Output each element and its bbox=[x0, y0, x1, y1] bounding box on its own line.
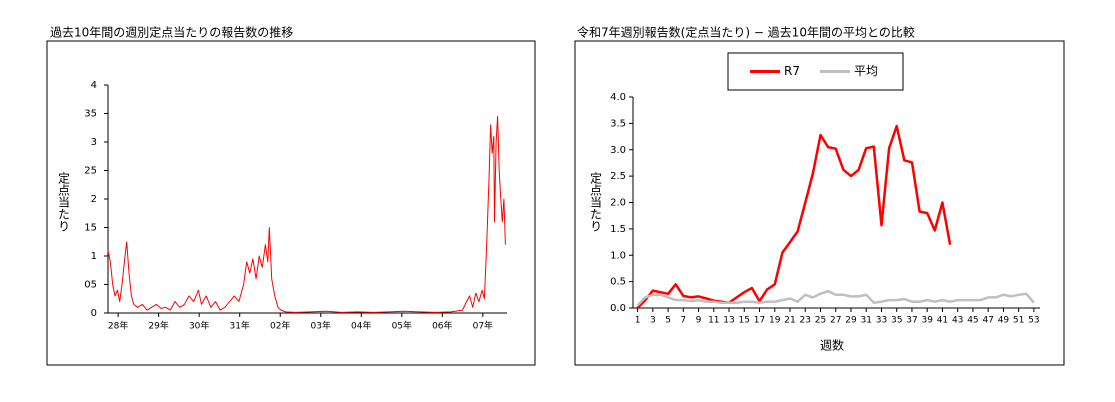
x-tick-label: 13 bbox=[723, 316, 734, 326]
x-tick-label: 05年 bbox=[392, 320, 412, 332]
x-tick-label: 35 bbox=[891, 316, 902, 326]
y-axis-title: 定点当たり bbox=[589, 171, 603, 232]
chart-title: 令和7年週別報告数(定点当たり) − 過去10年間の平均との比較 bbox=[577, 25, 915, 40]
y-tick-label: 05 bbox=[84, 280, 97, 291]
y-tick-label: 4 bbox=[91, 80, 97, 91]
x-tick-label: 45 bbox=[967, 316, 978, 326]
data-line bbox=[636, 289, 1035, 307]
chart-frame bbox=[574, 40, 1065, 366]
x-tick-label: 33 bbox=[876, 316, 887, 326]
x-tick-label: 41 bbox=[937, 316, 948, 326]
x-tick-label: 11 bbox=[708, 316, 719, 326]
y-tick-label: 15 bbox=[84, 223, 97, 234]
x-tick-label: 07年 bbox=[473, 320, 493, 332]
x-tick-label: 17 bbox=[754, 316, 765, 326]
chart-frame bbox=[46, 40, 536, 366]
x-tick-label: 21 bbox=[784, 316, 795, 326]
x-tick-label: 29年 bbox=[148, 320, 168, 332]
y-tick-label: 1.0 bbox=[610, 250, 626, 261]
x-tick-label: 31 bbox=[860, 316, 871, 326]
x-tick-label: 30年 bbox=[189, 320, 209, 332]
y-tick-label: 2.0 bbox=[610, 198, 626, 209]
data-line bbox=[636, 124, 952, 309]
y-tick-label: 0 bbox=[91, 308, 97, 319]
x-axis-title: 週数 bbox=[820, 338, 844, 353]
y-tick-label: 4.0 bbox=[610, 92, 626, 103]
x-tick-label: 9 bbox=[696, 316, 702, 326]
y-tick-label: 0.5 bbox=[610, 277, 626, 288]
x-tick-label: 7 bbox=[680, 316, 686, 326]
x-tick-label: 1 bbox=[635, 316, 641, 326]
y-tick-label: 3.0 bbox=[610, 145, 626, 156]
y-tick-label: 3 bbox=[91, 137, 97, 148]
x-tick-label: 03年 bbox=[311, 320, 331, 332]
y-tick-label: 25 bbox=[84, 166, 97, 177]
x-tick-label: 15 bbox=[739, 316, 750, 326]
x-tick-label: 51 bbox=[1013, 316, 1024, 326]
x-tick-label: 25 bbox=[815, 316, 826, 326]
x-tick-label: 37 bbox=[906, 316, 917, 326]
y-tick-label: 3.5 bbox=[610, 118, 626, 129]
y-tick-label: 2.5 bbox=[610, 171, 626, 182]
x-tick-label: 28年 bbox=[108, 320, 128, 332]
data-line bbox=[107, 115, 506, 313]
y-axis-title: 定点当たり bbox=[57, 171, 71, 232]
x-tick-label: 27 bbox=[830, 316, 841, 326]
x-tick-label: 49 bbox=[998, 316, 1010, 326]
y-tick-label: 35 bbox=[84, 109, 97, 120]
x-tick-label: 31年 bbox=[229, 320, 249, 332]
x-tick-label: 39 bbox=[921, 316, 933, 326]
x-tick-label: 5 bbox=[665, 316, 671, 326]
x-tick-label: 23 bbox=[800, 316, 811, 326]
y-tick-label: 1 bbox=[91, 251, 97, 262]
y-tick-label: 1.5 bbox=[610, 224, 626, 235]
x-tick-label: 02年 bbox=[270, 320, 290, 332]
x-tick-label: 29 bbox=[845, 316, 857, 326]
x-tick-label: 19 bbox=[769, 316, 781, 326]
x-tick-label: 47 bbox=[982, 316, 993, 326]
x-tick-label: 43 bbox=[952, 316, 963, 326]
y-tick-label: 2 bbox=[91, 194, 97, 205]
legend-label: 平均 bbox=[854, 64, 878, 78]
x-tick-label: 06年 bbox=[432, 320, 452, 332]
y-tick-label: 0.0 bbox=[610, 303, 626, 314]
chart-title: 過去10年間の週別定点当たりの報告数の推移 bbox=[50, 25, 293, 40]
x-tick-label: 53 bbox=[1028, 316, 1039, 326]
x-tick-label: 3 bbox=[650, 316, 656, 326]
x-tick-label: 04年 bbox=[351, 320, 371, 332]
legend-label: R7 bbox=[784, 64, 800, 78]
